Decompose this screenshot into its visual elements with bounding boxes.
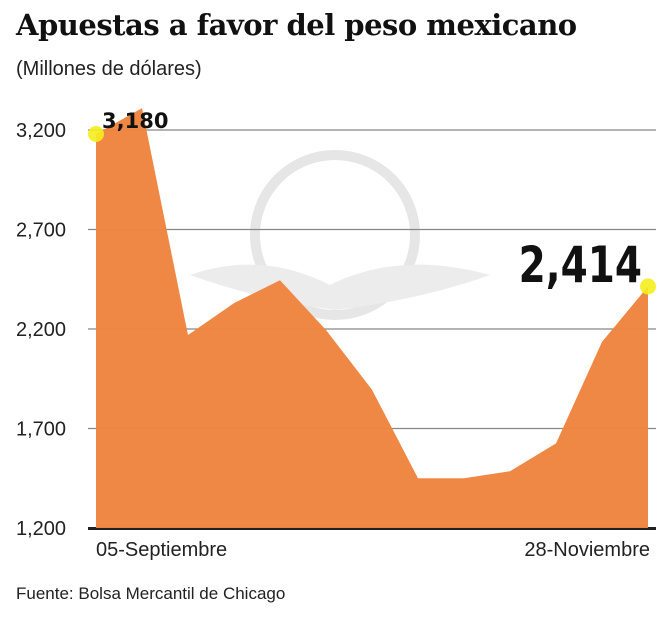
last-value-label: 2,414	[519, 235, 642, 294]
watermark-emblem-icon	[250, 150, 420, 320]
y-tick-label: 1,700	[16, 419, 66, 441]
chart-subtitle: (Millones de dólares)	[16, 58, 202, 80]
y-tick-label: 2,700	[16, 220, 66, 242]
first-point-marker	[88, 125, 104, 142]
y-tick-label: 1,200	[16, 518, 66, 540]
chart-title: Apuestas a favor del peso mexicano	[16, 8, 577, 42]
watermark-wings-icon	[190, 264, 490, 310]
last-point-marker	[640, 278, 656, 295]
x-tick-label: 05-Septiembre	[96, 539, 227, 561]
y-tick-label: 3,200	[16, 120, 66, 142]
y-tick-label: 2,200	[16, 319, 66, 341]
area-series	[96, 108, 648, 529]
x-tick-label: 28-Noviembre	[524, 539, 650, 561]
source-note: Fuente: Bolsa Mercantil de Chicago	[16, 584, 286, 603]
first-value-label: 3,180	[102, 109, 168, 133]
